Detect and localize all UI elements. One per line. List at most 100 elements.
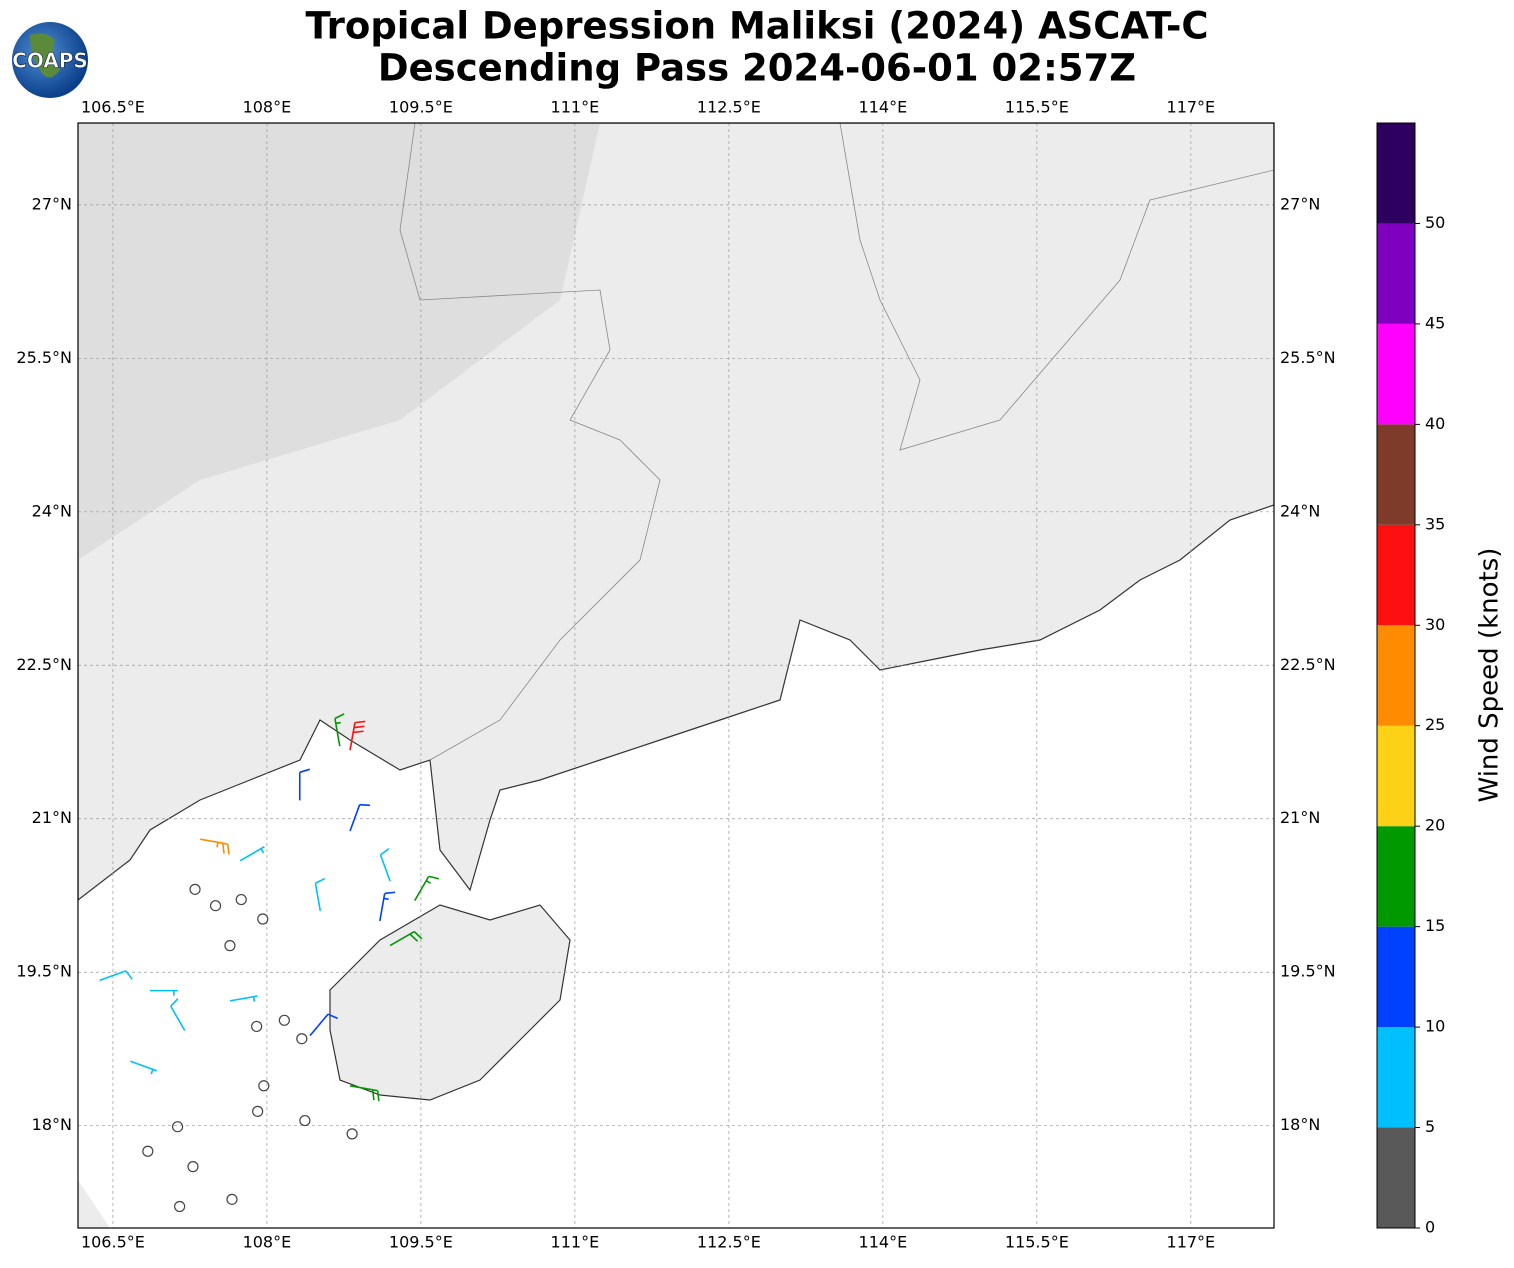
x-tick-label: 111°E bbox=[551, 1233, 600, 1252]
land bbox=[78, 1180, 110, 1228]
border bbox=[399, 123, 661, 761]
x-tick-label: 106.5°E bbox=[81, 1233, 145, 1252]
wind-barb bbox=[309, 1013, 338, 1037]
chart-subtitle: Descending Pass 2024-06-01 02:57Z bbox=[378, 47, 1136, 90]
x-tick-label: 108°E bbox=[243, 1233, 292, 1252]
chart-title: Tropical Depression Maliksi (2024) ASCAT… bbox=[305, 5, 1208, 48]
colorbar-segment bbox=[1377, 926, 1415, 1028]
y-tick-label: 21°N bbox=[32, 808, 72, 827]
colorbar-segment bbox=[1377, 625, 1415, 726]
colorbar-segment bbox=[1377, 826, 1415, 927]
y-tick-label: 18°N bbox=[1280, 1115, 1320, 1134]
colorbar-segment bbox=[1377, 1027, 1415, 1128]
colorbar-segment bbox=[1377, 323, 1415, 425]
x-tick-label: 117°E bbox=[1167, 1233, 1216, 1252]
y-tick-label: 22.5°N bbox=[16, 655, 72, 674]
colorbar-segment bbox=[1377, 524, 1415, 626]
wind-barb bbox=[99, 970, 133, 982]
wind-barb bbox=[298, 768, 310, 801]
logo: COAPS bbox=[12, 22, 88, 98]
colorbar-tick-label: 40 bbox=[1425, 414, 1445, 433]
wind-barb bbox=[314, 877, 326, 911]
calm-circle bbox=[296, 1033, 308, 1045]
wind-barb bbox=[149, 989, 178, 996]
colorbar-label: Wind Speed (knots) bbox=[1475, 548, 1505, 803]
calm-circle bbox=[142, 1145, 154, 1157]
colorbar-tick-label: 25 bbox=[1425, 715, 1445, 734]
x-tick-label: 114°E bbox=[859, 1233, 908, 1252]
x-tick-label: 109.5°E bbox=[389, 98, 453, 117]
x-tick-label: 111°E bbox=[551, 98, 600, 117]
calm-circle bbox=[174, 1200, 186, 1213]
y-tick-label: 25.5°N bbox=[1280, 348, 1336, 367]
calm-circle bbox=[278, 1014, 290, 1026]
calm-circle bbox=[189, 883, 201, 895]
wind-barb bbox=[349, 803, 371, 832]
calm-circle bbox=[171, 1121, 184, 1133]
y-tick-label: 18°N bbox=[32, 1115, 72, 1134]
calm-circle bbox=[251, 1020, 263, 1033]
colorbar-tick-label: 30 bbox=[1425, 615, 1445, 634]
x-tick-label: 109.5°E bbox=[389, 1233, 453, 1252]
y-tick-label: 25.5°N bbox=[16, 348, 72, 367]
y-tick-label: 19.5°N bbox=[16, 962, 72, 981]
wind-barb bbox=[200, 838, 230, 855]
calm-circle bbox=[226, 1193, 238, 1205]
colorbar-tick-label: 0 bbox=[1425, 1218, 1435, 1237]
y-tick-label: 24°N bbox=[32, 501, 72, 520]
hainan bbox=[329, 904, 571, 1101]
wind-barbs bbox=[99, 713, 440, 1213]
wind-barb bbox=[349, 720, 366, 751]
calm-circle bbox=[346, 1128, 358, 1140]
x-tick-label: 115.5°E bbox=[1005, 1233, 1069, 1252]
wind-barb bbox=[229, 995, 258, 1002]
wind-barb bbox=[239, 845, 265, 862]
calm-circle bbox=[252, 1105, 264, 1117]
x-tick-label: 108°E bbox=[243, 98, 292, 117]
wind-barb bbox=[130, 1060, 157, 1075]
x-tick-label: 112.5°E bbox=[697, 98, 761, 117]
y-tick-label: 19.5°N bbox=[1280, 962, 1336, 981]
plot-frame bbox=[77, 122, 1275, 1229]
x-tick-label: 115.5°E bbox=[1005, 98, 1069, 117]
calm-circle bbox=[235, 893, 247, 906]
colorbar-tick-label: 35 bbox=[1425, 514, 1445, 533]
wind-barb bbox=[170, 998, 186, 1031]
wind-barb bbox=[389, 930, 423, 947]
colorbar-segment bbox=[1377, 424, 1415, 525]
x-tick-label: 112.5°E bbox=[697, 1233, 761, 1252]
colorbar-segment bbox=[1377, 725, 1415, 827]
logo-text: COAPS bbox=[12, 49, 88, 73]
border bbox=[839, 123, 1274, 451]
x-tick-label: 114°E bbox=[859, 98, 908, 117]
calm-circle bbox=[258, 1080, 270, 1092]
terrain bbox=[78, 123, 600, 560]
calm-circle bbox=[299, 1114, 311, 1127]
y-tick-label: 21°N bbox=[1280, 808, 1320, 827]
calm-circle bbox=[209, 900, 222, 912]
colorbar-tick-label: 15 bbox=[1425, 916, 1445, 935]
colorbar-tick-label: 45 bbox=[1425, 313, 1445, 332]
y-tick-label: 27°N bbox=[1280, 194, 1320, 213]
wind-barb bbox=[414, 875, 440, 901]
x-tick-label: 117°E bbox=[1167, 98, 1216, 117]
colorbar-segment bbox=[1377, 223, 1415, 324]
colorbar-tick-label: 50 bbox=[1425, 213, 1445, 232]
colorbar-tick-label: 5 bbox=[1425, 1117, 1435, 1136]
grid bbox=[78, 123, 1274, 1228]
y-tick-label: 27°N bbox=[32, 194, 72, 213]
wind-barb bbox=[379, 847, 391, 882]
y-tick-label: 22.5°N bbox=[1280, 655, 1336, 674]
y-tick-label: 24°N bbox=[1280, 501, 1320, 520]
basemap bbox=[78, 123, 1274, 1228]
colorbar: 0 5 10 15 20 25 30 35 40 45 50 bbox=[1376, 122, 1445, 1237]
calm-circle bbox=[224, 940, 236, 952]
wind-barb bbox=[334, 713, 345, 747]
calm-circle bbox=[187, 1161, 199, 1173]
colorbar-frame bbox=[1376, 122, 1416, 1229]
logo-land bbox=[30, 33, 60, 78]
x-tick-label: 106.5°E bbox=[81, 98, 145, 117]
calm-circle bbox=[257, 913, 269, 925]
